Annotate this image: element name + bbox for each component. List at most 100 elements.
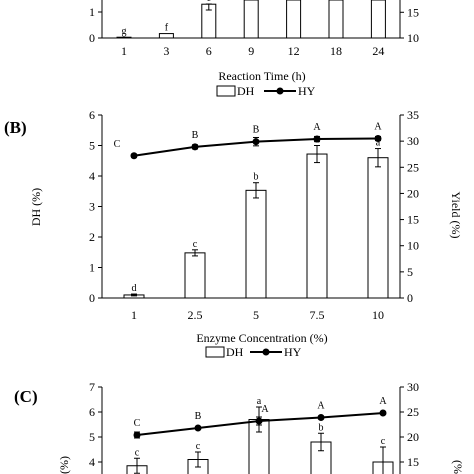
panel-c-hy-point [379, 409, 387, 417]
panel-b-left-tick-label: 1 [89, 261, 95, 275]
panel-a-legend: DH HY [216, 84, 316, 98]
panel-b-dh-letter: a [376, 138, 381, 149]
panel-b-x-tick-label: 10 [372, 308, 384, 322]
legend-hy-label: HY [284, 345, 302, 359]
panel-c-y-axis-title: (%) [57, 456, 71, 474]
panel-b-y2-axis-title: Yield (%) [449, 192, 463, 239]
panel-a-dh-letter: e [207, 0, 212, 4]
legend-line-marker [262, 348, 270, 356]
panel-a-x-axis-title: Reaction Time (h) [218, 69, 305, 83]
panel-c-dh-letter: a [257, 396, 262, 407]
panel-c-hy-letter: B [195, 411, 202, 422]
panel-b-hy-point [252, 138, 260, 146]
panel-a-dh-letter: g [122, 26, 127, 37]
panel-c-right-tick-label: 15 [407, 455, 419, 469]
panel-b-x-tick-label: 7.5 [310, 308, 325, 322]
panel-b-legend: DH HY [205, 345, 302, 359]
panel-c-right-tick-label: 20 [407, 430, 419, 444]
panel-c-dh-letter: c [196, 441, 201, 452]
panel-c-dh-letter: c [381, 436, 386, 447]
legend-dh-label: DH [226, 345, 244, 359]
panel-c-dh-letter: b [319, 422, 324, 433]
panel-c-hy-letter: C [134, 418, 141, 429]
legend-bar-swatch [205, 346, 225, 358]
panel-b-x-tick-label: 1 [131, 308, 137, 322]
panel-b-right-tick-label: 10 [407, 239, 419, 253]
panel-b-x-tick-label: 5 [253, 308, 259, 322]
panel-b-right-tick-label: 35 [407, 108, 419, 122]
panel-a-x-tick-label: 3 [163, 44, 169, 58]
panel-a-dh-bar [243, 0, 259, 39]
panel-a-x-tick-label: 1 [121, 44, 127, 58]
panel-a-x-tick-label: 12 [288, 44, 300, 58]
panel-a-dh-bar [286, 0, 302, 39]
panel-c-hy-point [317, 414, 325, 421]
panel-a-dh-letter: f [165, 23, 169, 34]
panel-b-hy-point [130, 152, 138, 160]
panel-c-y2-axis-title: (%) [451, 460, 465, 474]
panel-a-left-tick-label: 0 [89, 31, 95, 45]
panel-a-right-tick-label: 10 [407, 31, 419, 45]
panel-b-left-tick-label: 6 [89, 108, 95, 122]
panel-b-dh-bar [367, 157, 389, 299]
panel-b-hy-letter: A [313, 122, 321, 133]
panel-c-right-tick-label: 25 [407, 405, 419, 419]
panel-b-right-tick-label: 30 [407, 134, 419, 148]
panel-b-y-axis-title: DH (%) [29, 188, 43, 226]
panel-b-dh-letter: b [254, 172, 259, 183]
panel-b-right-tick-label: 15 [407, 213, 419, 227]
panel-c-left-tick-label: 4 [89, 455, 95, 469]
panel-b-label: (B) [4, 118, 27, 137]
panel-a-right-tick-label: 15 [407, 5, 419, 19]
panel-b-hy-letter: C [114, 139, 121, 150]
panel-c-hy-letter: A [317, 401, 325, 412]
panel-b-right-tick-label: 0 [407, 291, 413, 305]
panel-c-hy-point [194, 424, 202, 432]
panel-a-dh-bar [116, 36, 132, 39]
panel-a-left-tick-label: 1 [89, 5, 95, 19]
panel-c-hy-point [133, 431, 141, 439]
legend-bar-swatch [216, 85, 236, 97]
legend-hy-label: HY [298, 84, 316, 98]
panel-c-hy-point [255, 417, 263, 425]
legend-line-marker [276, 87, 284, 95]
panel-a-x-tick-label: 24 [372, 44, 384, 58]
panel-c-hy-letter: A [261, 404, 269, 415]
panel-a-dh-bar [328, 0, 344, 39]
panel-b-left-tick-label: 5 [89, 139, 95, 153]
panel-b-hy-letter: A [374, 122, 382, 133]
panel-b-right-tick-label: 25 [407, 160, 419, 174]
panel-c-label: (C) [14, 387, 38, 406]
panel-b-right-tick-label: 5 [407, 265, 413, 279]
panel-a-x-tick-label: 18 [330, 44, 342, 58]
panel-a-dh-bar [158, 33, 174, 39]
panel-b-dh-bar [306, 153, 328, 299]
panel-b-dh-letter: c [193, 239, 198, 250]
panel-b-hy-letter: B [253, 125, 260, 136]
panel-c-hy-letter: A [379, 396, 387, 407]
legend-dh-label: DH [237, 84, 255, 98]
panel-a-x-tick-label: 9 [248, 44, 254, 58]
panel-b-hy-point [374, 135, 382, 143]
panel-a-dh-bar [370, 0, 386, 39]
panel-b-hy-point [313, 135, 321, 143]
panel-b-dh-letter: d [132, 283, 137, 294]
panel-b-dh-bar [245, 189, 267, 299]
panel-c-right-tick-label: 30 [407, 380, 419, 394]
panel-c-left-tick-label: 6 [89, 405, 95, 419]
panel-b-left-tick-label: 3 [89, 200, 95, 214]
panel-c-left-tick-label: 7 [89, 380, 95, 394]
panel-b-left-tick-label: 2 [89, 230, 95, 244]
panel-c-dh-letter: c [135, 447, 140, 458]
panel-b-right-tick-label: 20 [407, 186, 419, 200]
panel-a-x-tick-label: 6 [206, 44, 212, 58]
panel-b-x-tick-label: 2.5 [188, 308, 203, 322]
panel-b-left-tick-label: 0 [89, 291, 95, 305]
panel-b-dh-bar [184, 252, 206, 299]
panel-b-hy-point [191, 143, 199, 151]
panel-b-x-axis-title: Enzyme Concentration (%) [196, 331, 327, 345]
panel-b-hy-letter: B [192, 130, 199, 141]
panel-c-left-tick-label: 5 [89, 430, 95, 444]
panel-b-left-tick-label: 4 [89, 169, 95, 183]
